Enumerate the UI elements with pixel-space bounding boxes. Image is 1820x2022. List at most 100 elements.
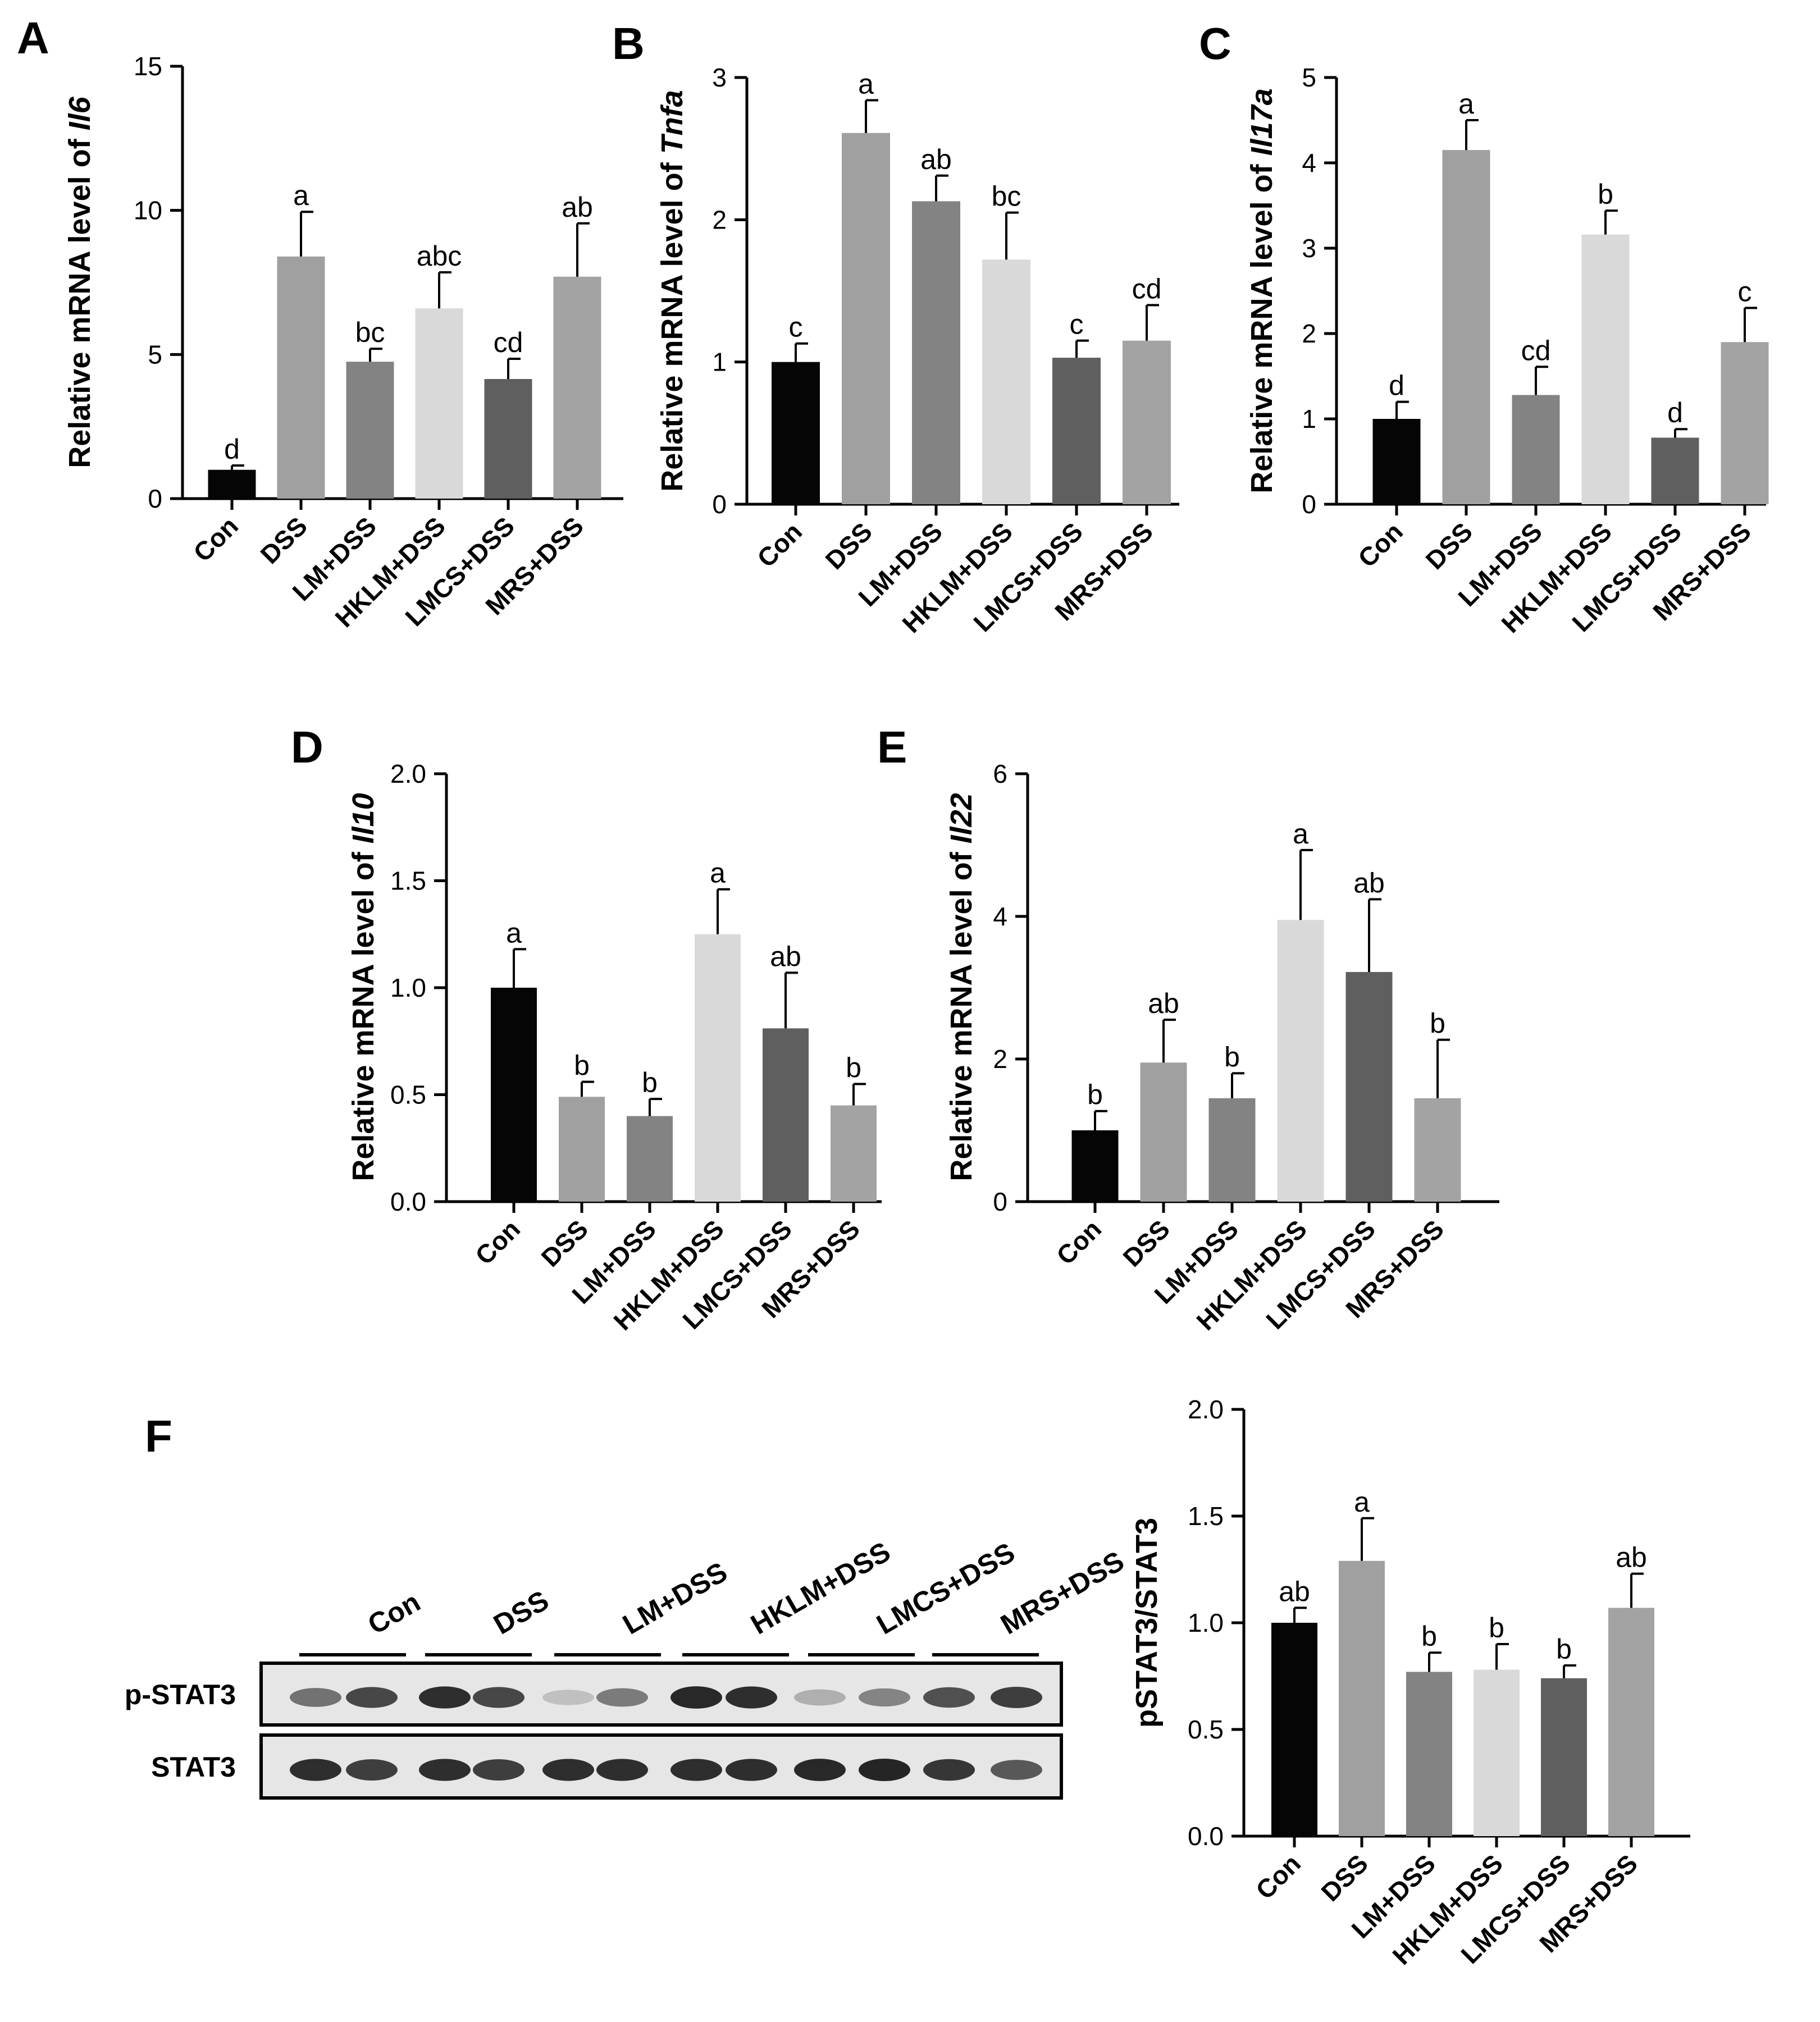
bar-lmcs-dss <box>1651 437 1699 504</box>
bar-dss <box>842 133 890 505</box>
bar-con <box>208 469 256 499</box>
y-tick-label: 0.0 <box>390 1187 426 1216</box>
blot-band <box>670 1686 722 1709</box>
bar-mrs-dss <box>1721 342 1769 504</box>
y-tick-label: 15 <box>134 52 162 81</box>
bar-mrs-dss <box>1414 1098 1461 1202</box>
blot-band <box>419 1759 471 1781</box>
y-tick-label: 4 <box>1302 148 1316 177</box>
y-axis-label: Relative mRNA level of Il6 <box>63 96 97 468</box>
bar-lm-dss <box>1406 1672 1452 1836</box>
blot-band <box>794 1689 846 1706</box>
y-axis-label: Relative mRNA level of Il17a <box>1245 88 1279 493</box>
significance-label-mrs-dss: ab <box>562 191 593 223</box>
significance-label-con: d <box>1389 370 1404 401</box>
blot-row-label-stat3: STAT3 <box>151 1751 236 1783</box>
bar-mrs-dss <box>553 276 601 499</box>
significance-label-hklm-dss: b <box>1489 1612 1504 1644</box>
y-tick-label: 2.0 <box>1188 1395 1224 1424</box>
y-tick-label: 0 <box>993 1187 1007 1216</box>
significance-label-lmcs-dss: cd <box>494 327 523 358</box>
blot-band <box>991 1760 1042 1780</box>
significance-label-hklm-dss: bc <box>992 181 1021 212</box>
y-axis-label: Relative mRNA level of Il10 <box>346 793 380 1181</box>
blot-band <box>290 1759 341 1781</box>
y-tick-label: 6 <box>993 759 1007 788</box>
y-tick-label: 0 <box>712 490 727 519</box>
significance-label-con: c <box>789 312 803 343</box>
y-tick-label: 2.0 <box>390 759 426 788</box>
bar-lm-dss <box>346 362 394 499</box>
bar-hklm-dss <box>1474 1669 1520 1836</box>
significance-label-con: b <box>1087 1079 1103 1111</box>
y-tick-label: 3 <box>712 63 727 92</box>
bar-hklm-dss <box>1581 234 1630 504</box>
y-axis-label-text: Relative mRNA level of <box>655 154 689 491</box>
bar-con <box>772 362 820 504</box>
y-tick-label: 10 <box>134 196 162 225</box>
y-tick-label: 0.5 <box>1188 1715 1224 1744</box>
panel-letter-f: F <box>145 1411 172 1461</box>
bar-lm-dss <box>912 201 960 504</box>
blot-band <box>596 1688 648 1707</box>
blot-band <box>419 1686 471 1709</box>
blot-band <box>596 1759 648 1781</box>
y-tick-label: 1.0 <box>1188 1608 1224 1637</box>
bar-lm-dss <box>1512 395 1560 504</box>
blot-band <box>670 1759 722 1781</box>
significance-label-mrs-dss: b <box>846 1052 861 1083</box>
bar-lmcs-dss <box>484 378 532 499</box>
y-tick-label: 4 <box>993 902 1007 931</box>
y-tick-label: 1.5 <box>1188 1501 1224 1531</box>
bar-lmcs-dss <box>763 1028 809 1202</box>
y-tick-label: 5 <box>1302 63 1316 92</box>
y-axis-label-text: Relative mRNA level of <box>945 843 978 1181</box>
significance-label-con: ab <box>1279 1576 1310 1607</box>
significance-label-dss: b <box>574 1050 590 1081</box>
significance-label-lmcs-dss: c <box>1070 309 1084 340</box>
significance-label-lm-dss: b <box>642 1067 658 1098</box>
bar-con <box>491 988 537 1202</box>
significance-label-mrs-dss: b <box>1430 1008 1445 1039</box>
significance-label-hklm-dss: a <box>1293 818 1308 850</box>
bar-hklm-dss <box>415 308 463 499</box>
bar-mrs-dss <box>1608 1608 1654 1836</box>
significance-label-dss: a <box>1458 88 1474 120</box>
significance-label-dss: a <box>293 180 309 211</box>
bar-lmcs-dss <box>1541 1678 1587 1836</box>
y-tick-label: 0.0 <box>1188 1822 1224 1851</box>
y-tick-label: 5 <box>148 340 162 369</box>
significance-label-lmcs-dss: ab <box>770 941 801 972</box>
blot-band <box>542 1690 594 1705</box>
bar-hklm-dss <box>695 934 741 1202</box>
bar-hklm-dss <box>982 259 1030 504</box>
significance-label-hklm-dss: b <box>1598 179 1613 210</box>
y-tick-label: 3 <box>1302 234 1316 263</box>
significance-label-lm-dss: b <box>1421 1621 1437 1652</box>
y-tick-label: 1 <box>1302 404 1316 433</box>
y-axis-label-gene: Il10 <box>346 793 380 843</box>
panel-letter-e: E <box>877 722 907 772</box>
panel-letter-c: C <box>1199 19 1231 69</box>
bar-lmcs-dss <box>1052 358 1101 504</box>
y-tick-label: 2 <box>712 205 727 234</box>
significance-label-mrs-dss: c <box>1738 276 1752 307</box>
blot-band <box>859 1688 910 1707</box>
significance-label-lm-dss: b <box>1224 1041 1240 1072</box>
y-tick-label: 0.5 <box>390 1080 426 1110</box>
significance-label-mrs-dss: cd <box>1132 273 1162 304</box>
y-tick-label: 1.5 <box>390 866 426 896</box>
y-axis-label-gene: Il17a <box>1245 88 1279 156</box>
significance-label-lmcs-dss: d <box>1667 397 1683 428</box>
y-axis-label-gene: Tnfa <box>655 90 689 154</box>
y-axis-label: Relative mRNA level of Il22 <box>945 793 978 1181</box>
blot-band <box>991 1687 1042 1708</box>
bar-dss <box>1442 150 1490 504</box>
significance-label-lmcs-dss: ab <box>1353 868 1385 899</box>
blot-band <box>473 1687 524 1708</box>
y-tick-label: 1.0 <box>390 973 426 1002</box>
bar-dss <box>559 1097 605 1202</box>
chart-panel-d: D Relative mRNA level of Il10 0.0 0.5 1.0 1.5… <box>291 722 882 1336</box>
y-axis-label-text: Relative mRNA level of <box>346 843 380 1181</box>
